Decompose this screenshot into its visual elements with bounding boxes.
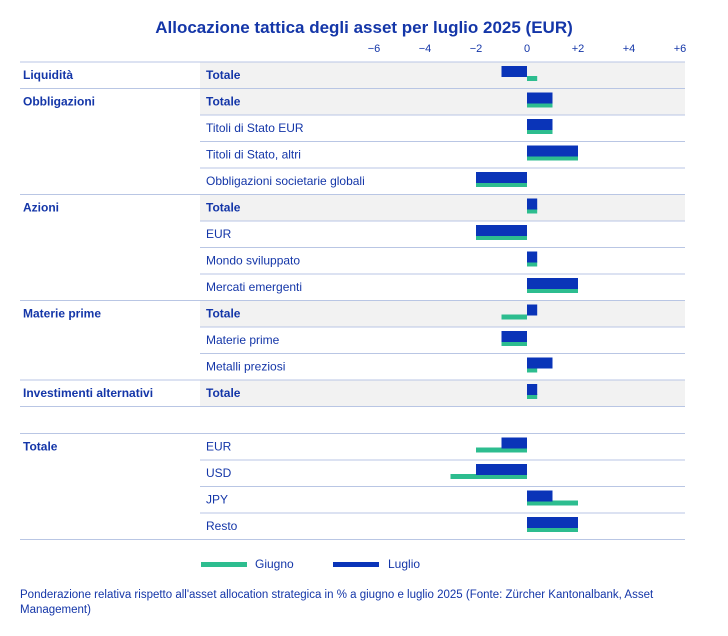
legend-swatch-giugno [201, 562, 247, 567]
group-label: Materie prime [23, 307, 101, 321]
legend-label-giugno: Giugno [255, 557, 294, 571]
bar-giugno [527, 527, 578, 532]
category-label: Totale [206, 95, 241, 109]
group-label: Obbligazioni [23, 95, 95, 109]
bar-giugno [527, 500, 578, 506]
bar-luglio [476, 464, 527, 475]
legend-swatch-luglio [333, 562, 379, 567]
x-tick-label: +4 [623, 43, 636, 55]
bar-giugno [501, 341, 527, 346]
bar-giugno [476, 182, 527, 187]
bar-giugno [476, 235, 527, 240]
chart-title: Allocazione tattica degli asset per lugl… [155, 18, 573, 37]
bar-luglio [476, 172, 527, 183]
bar-giugno [450, 474, 527, 479]
group-label: Azioni [23, 201, 59, 215]
category-label: Totale [206, 201, 241, 215]
bar-giugno [527, 288, 578, 293]
category-label: Mercati emergenti [206, 280, 302, 294]
category-label: USD [206, 466, 232, 480]
bar-giugno [527, 208, 538, 214]
category-label: Titoli di Stato EUR [206, 121, 304, 135]
bar-luglio [527, 357, 553, 369]
bar-giugno [527, 155, 578, 161]
category-label: Metalli preziosi [206, 360, 285, 374]
bar-luglio [501, 437, 527, 449]
category-label: Totale [206, 68, 241, 82]
group-label: Totale [23, 440, 58, 454]
bar-giugno [527, 129, 553, 134]
bar-luglio [527, 517, 578, 528]
category-label: EUR [206, 440, 232, 454]
bar-giugno [527, 76, 538, 81]
category-label: Resto [206, 519, 238, 533]
category-label: Materie prime [206, 333, 280, 347]
bar-luglio [501, 331, 527, 342]
bar-luglio [527, 92, 553, 104]
total-row-shade [200, 194, 685, 221]
total-row-shade [200, 88, 685, 115]
bar-giugno [527, 102, 553, 108]
bar-giugno [476, 447, 527, 453]
bar-giugno [527, 261, 538, 267]
category-label: JPY [206, 493, 228, 507]
bar-luglio [527, 384, 538, 395]
legend-label-luglio: Luglio [388, 557, 420, 571]
x-tick-label: +6 [674, 43, 687, 55]
bar-luglio [501, 66, 527, 77]
x-tick-label: 0 [524, 43, 530, 55]
category-label: Totale [206, 386, 241, 400]
total-row-shade [200, 300, 685, 327]
x-tick-label: +2 [572, 43, 585, 55]
bar-luglio [527, 490, 553, 502]
category-label: Totale [206, 307, 241, 321]
bar-luglio [527, 198, 538, 210]
bar-luglio [527, 145, 578, 157]
x-tick-label: −6 [368, 43, 381, 55]
bar-luglio [527, 251, 538, 263]
category-label: Titoli di Stato, altri [206, 148, 301, 162]
group-label: Investimenti alternativi [23, 386, 153, 400]
total-row-shade [200, 62, 685, 89]
category-label: Obbligazioni societarie globali [206, 174, 365, 188]
total-row-shade [200, 380, 685, 407]
bar-luglio [527, 304, 538, 316]
group-label: Liquidità [23, 68, 73, 82]
category-label: Mondo sviluppato [206, 254, 300, 268]
bar-luglio [527, 119, 553, 130]
bar-luglio [527, 278, 578, 289]
x-tick-label: −2 [470, 43, 483, 55]
bar-giugno [527, 367, 538, 373]
x-tick-label: −4 [419, 43, 432, 55]
bar-luglio [476, 225, 527, 236]
bar-giugno [501, 314, 527, 320]
bar-giugno [527, 394, 538, 399]
chart-footnote: Ponderazione relativa rispetto all'asset… [20, 589, 654, 616]
category-label: EUR [206, 227, 232, 241]
